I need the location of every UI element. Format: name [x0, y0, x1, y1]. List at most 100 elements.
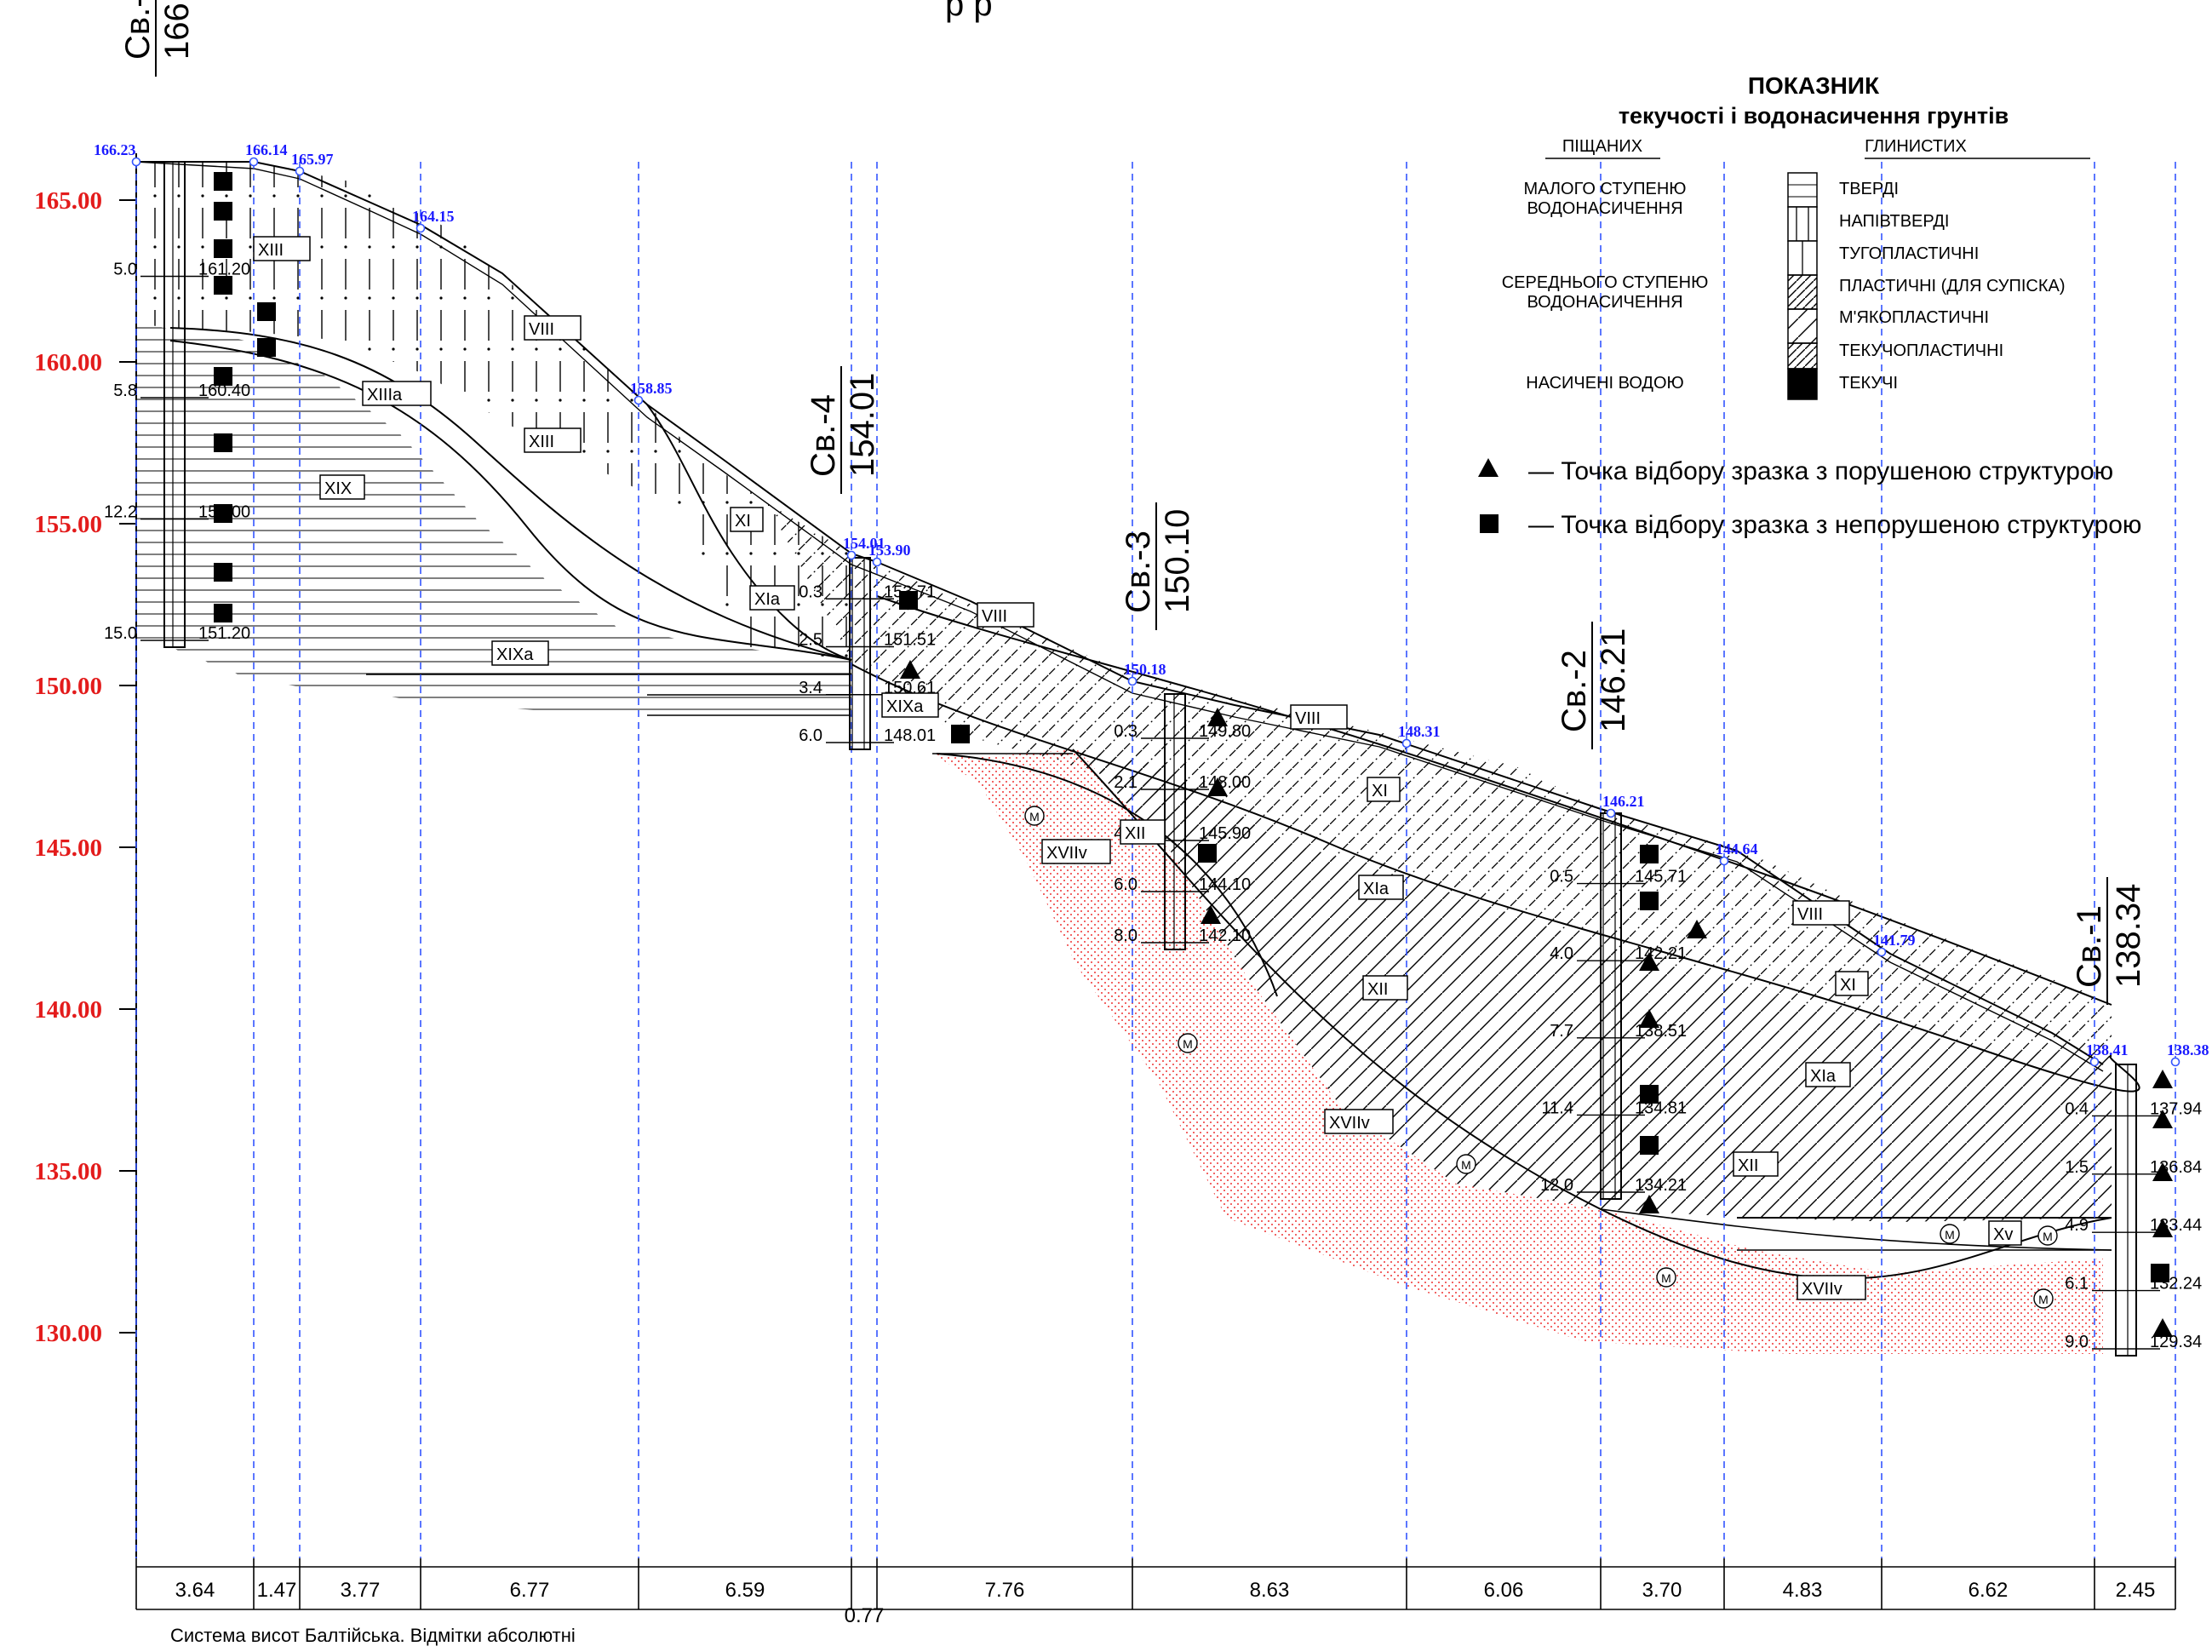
surface-point	[846, 550, 857, 560]
sample-undisturbed-square	[1640, 1085, 1659, 1104]
depth-elevation: 144.10	[1199, 875, 1251, 894]
surface-elevation: 144.64	[1716, 840, 1758, 858]
depth-elevation: 142.21	[1635, 944, 1687, 963]
depth-elevation: 145.90	[1199, 824, 1251, 843]
surface-point	[1401, 738, 1412, 749]
sand-symbol-circle	[1024, 806, 1045, 826]
surface-elevation: 148.31	[1398, 723, 1441, 740]
depth-label: 0.3	[1114, 722, 1138, 741]
depth-label: 7.7	[1550, 1022, 1573, 1041]
borehole-name: Св.-4	[805, 394, 842, 477]
surface-elevation: 150.18	[1124, 661, 1166, 678]
borehole-name: Св.-2	[1556, 650, 1593, 732]
legend-clay-2: НАПІВТВЕРДІ	[1839, 212, 1950, 231]
layer-label: XI	[1840, 976, 1856, 995]
sample-undisturbed-square	[214, 433, 232, 452]
distance-value: 1.47	[257, 1579, 297, 1602]
layer-label-box	[1324, 1109, 1394, 1134]
sample-undisturbed-square	[214, 367, 232, 386]
sample-disturbed-triangle	[1207, 777, 1228, 796]
legend-col-clay: ГЛИНИСТИХ	[1865, 137, 1967, 156]
sample-undisturbed-square	[1640, 1136, 1659, 1155]
distance-value: 6.77	[510, 1579, 550, 1602]
sample-disturbed-triangle	[1687, 920, 1707, 938]
borehole-name: Св.-1	[2071, 905, 2108, 988]
layer-label-box	[1792, 900, 1850, 926]
depth-label: 3.4	[799, 679, 822, 697]
surface-elevation: 146.21	[1602, 793, 1645, 810]
borehole-elevation: 150.10	[1159, 509, 1196, 613]
sample-undisturbed-square	[214, 504, 232, 523]
borehole-elevation: 166.20	[158, 0, 196, 60]
layer-XIX	[136, 324, 851, 715]
sample-undisturbed-square	[899, 591, 918, 610]
depth-elevation: 161.20	[198, 261, 250, 279]
depth-label: 4.9	[2065, 1216, 2089, 1235]
depth-label: 8.0	[1114, 926, 1138, 945]
triangle-icon	[1478, 458, 1499, 477]
distance-value: 6.59	[725, 1579, 765, 1602]
legend-sand-4: ВОДОНАСИЧЕННЯ	[1527, 293, 1682, 312]
layer-label: XVIIv	[1329, 1114, 1370, 1133]
distance-value: 3.77	[341, 1579, 381, 1602]
layer-label-box	[1367, 777, 1401, 802]
surface-point	[295, 166, 305, 176]
y-tick-label: 160.00	[34, 349, 102, 376]
layer-XI	[766, 502, 2112, 1056]
distance-value: 4.83	[1783, 1579, 1823, 1602]
legend-sand-2: ВОДОНАСИЧЕННЯ	[1527, 199, 1682, 218]
surface-elevation: 153.90	[868, 542, 911, 559]
sand-symbol: М	[1661, 1271, 1671, 1285]
legend-disturbed: — Точка відбору зразка з порушеною струк…	[1528, 457, 2113, 485]
sand-symbol: М	[1183, 1037, 1193, 1051]
borehole-name: Св.-5	[119, 0, 157, 60]
depth-label: 12.0	[1540, 1176, 1573, 1195]
layer-XIII	[136, 162, 851, 660]
sample-undisturbed-square	[951, 725, 970, 743]
layer-label: XVIIv	[1046, 844, 1087, 863]
layer-label-box	[1362, 975, 1408, 1001]
sample-undisturbed-square	[1640, 845, 1659, 863]
depth-elevation: 149.80	[1199, 722, 1251, 741]
surface-elevation: 154.01	[843, 535, 885, 552]
layer-label: XII	[1367, 980, 1388, 999]
footnote: Система висот Балтійська. Відмітки абсол…	[170, 1625, 576, 1646]
sand-symbol: М	[1945, 1228, 1955, 1242]
depth-elevation: 148.00	[1199, 773, 1251, 792]
sand-symbol-circle	[2033, 1288, 2054, 1309]
y-axis: 165.00 160.00 155.00 150.00 145.00 140.00 135.…	[34, 153, 137, 1558]
layer-label-box	[1835, 971, 1869, 996]
distance-value: 6.06	[1484, 1579, 1524, 1602]
layer-label: XIIIa	[367, 386, 403, 404]
sample-undisturbed-square	[214, 604, 232, 622]
depth-label: 0.4	[2065, 1099, 2089, 1118]
layer-label: XII	[1738, 1156, 1758, 1175]
depth-elevation: 151.51	[884, 631, 936, 650]
distance-value: 3.64	[175, 1579, 215, 1602]
surface-elevation: 141.79	[1873, 932, 1916, 949]
layer-label: XII	[1125, 824, 1145, 843]
surface-elevation-marks: 166.23 166.14165.97164.15158.85154.01153.…	[94, 141, 2209, 1067]
sand-symbol-circle	[1456, 1154, 1476, 1174]
sample-undisturbed-square	[214, 172, 232, 191]
sample-undisturbed-square	[1640, 892, 1659, 910]
layer-label: XVIIv	[1802, 1280, 1842, 1299]
y-tick-label: 150.00	[34, 673, 102, 700]
layer-label: XIII	[258, 241, 284, 260]
depth-elevation: 134.21	[1635, 1176, 1687, 1195]
legend-clay-1: ТВЕРДІ	[1839, 180, 1899, 198]
layer-label-box	[1988, 1220, 2022, 1246]
depth-label: 0.3	[799, 582, 822, 601]
surface-point	[1606, 808, 1616, 818]
sample-disturbed-triangle	[900, 660, 920, 679]
layer-label: XIX	[324, 479, 352, 498]
borehole-elevation: 154.01	[844, 373, 881, 477]
sample-disturbed-triangle	[2152, 1318, 2173, 1337]
surface-point	[633, 395, 644, 405]
borehole-3: Св.-3150.100.3149.802.1148.004.2145.906.…	[1114, 502, 1251, 950]
y-tick-label: 140.00	[34, 996, 102, 1024]
borehole-1: Св.-1 138.340.4 137.941.5 136.844.9 133.446.…	[2065, 877, 2202, 1357]
layer-label: XIII	[529, 433, 554, 451]
legend-sand-1: МАЛОГО СТУПЕНЮ	[1523, 180, 1686, 198]
